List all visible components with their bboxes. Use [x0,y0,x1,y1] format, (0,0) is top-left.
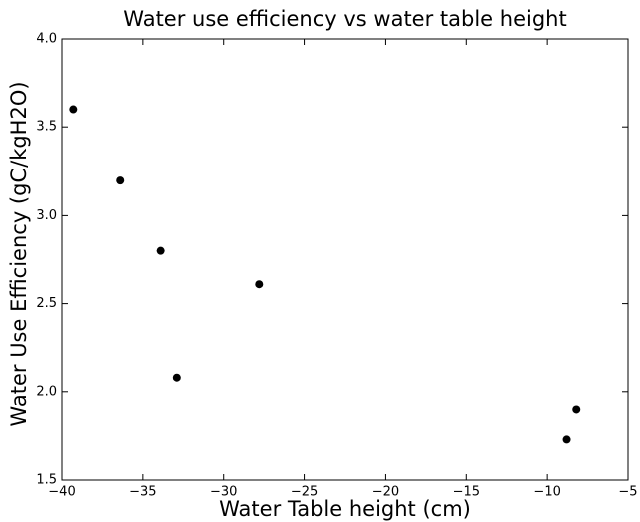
y-tick-label: 1.5 [36,473,57,488]
scatter-point [255,280,264,289]
y-tick-label: 2.5 [36,296,57,311]
x-tick-label: −35 [129,485,156,500]
scatter-point [572,405,581,414]
x-tick-label: −20 [372,485,399,500]
x-tick-label: −30 [210,485,237,500]
scatter-point [116,176,125,185]
x-tick-label: −25 [291,485,318,500]
y-tick-label: 3.0 [36,208,57,223]
scatter-point [156,246,165,255]
y-tick-label: 3.5 [36,120,57,135]
y-axis-label: Water Use Efficiency (gC/kgH2O) [7,81,31,426]
x-tick-label: −10 [533,485,560,500]
scatter-point [562,435,571,444]
y-tick-label: 4.0 [36,32,57,47]
scatter-point [172,373,181,382]
plot-frame [61,38,629,481]
x-tick-label: −40 [48,485,75,500]
scatter-point [69,105,78,114]
x-tick-label: −15 [453,485,480,500]
x-tick-label: −5 [618,485,637,500]
y-tick-label: 2.0 [36,384,57,399]
chart-title: Water use efficiency vs water table heig… [123,7,566,31]
x-axis-label: Water Table height (cm) [219,497,471,521]
